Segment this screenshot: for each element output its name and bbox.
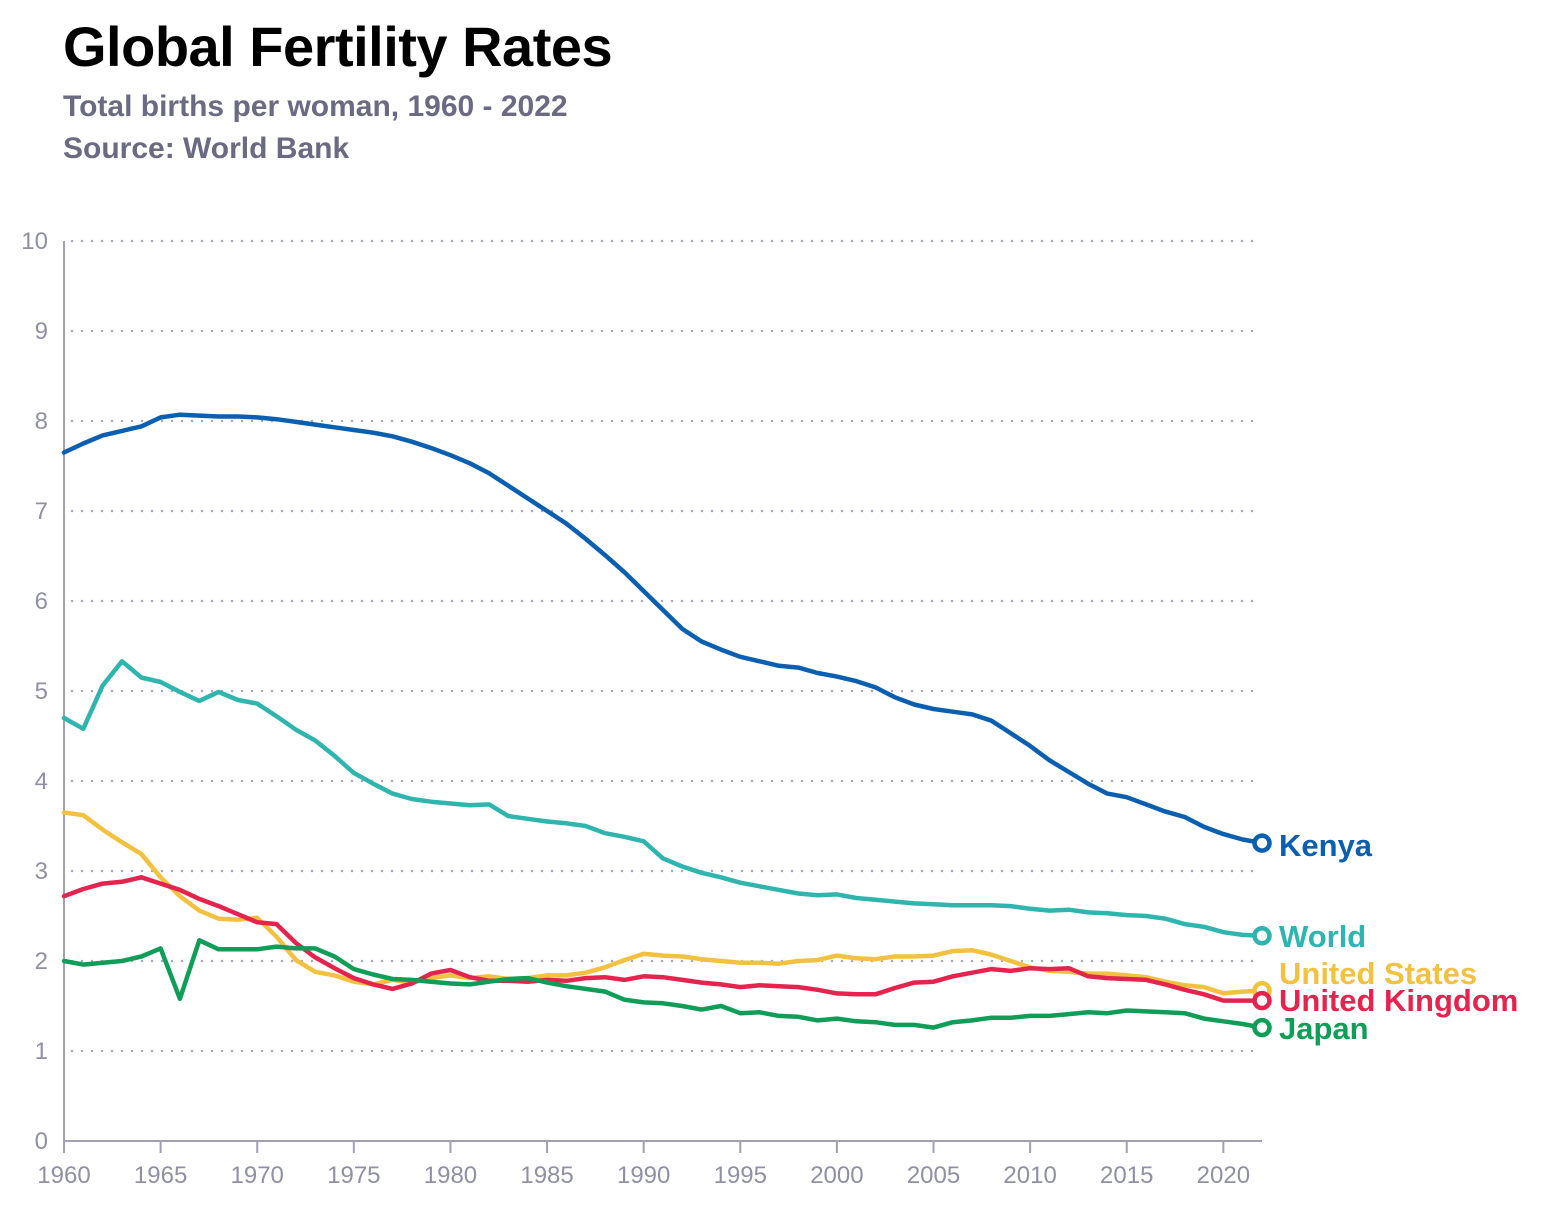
y-tick-label-7: 7 [35,498,48,525]
y-tick-label-2: 2 [35,948,48,975]
x-tick-label-2005: 2005 [907,1162,960,1189]
y-tick-label-1: 1 [35,1038,48,1065]
chart-source: Source: World Bank [63,132,350,165]
series-label-kenya: Kenya [1279,828,1373,863]
y-tick-label-9: 9 [35,318,48,345]
series-line-kenya [61,412,1265,846]
series-line-japan [61,938,1265,1030]
x-tick-label-1980: 1980 [424,1162,477,1189]
chart-subtitle: Total births per woman, 1960 - 2022 [63,90,568,123]
series-label-japan: Japan [1279,1011,1369,1046]
x-tick-label-2010: 2010 [1003,1162,1056,1189]
y-tick-label-8: 8 [35,408,48,435]
series-line-united-states [61,810,1265,996]
x-tick-label-2015: 2015 [1100,1162,1153,1189]
series-label-united-states: United States [1279,956,1477,991]
y-tick-label-3: 3 [35,858,48,885]
series-end-marker-united-kingdom [1252,990,1272,1011]
y-tick-label-4: 4 [35,768,48,795]
y-tick-label-0: 0 [35,1128,48,1155]
series-end-marker-world [1252,926,1272,946]
y-tick-label-5: 5 [35,678,48,705]
series-line-united-kingdom [61,875,1265,1003]
y-tick-label-6: 6 [35,588,48,615]
x-tick-label-2020: 2020 [1197,1162,1250,1189]
x-tick-label-1995: 1995 [714,1162,767,1189]
x-tick-label-2000: 2000 [810,1162,863,1189]
series-line-world [61,659,1265,939]
y-tick-label-10: 10 [21,228,48,255]
x-tick-label-1970: 1970 [231,1162,284,1189]
series-end-marker-kenya [1252,833,1272,853]
x-tick-label-1960: 1960 [37,1162,90,1189]
chart-title: Global Fertility Rates [63,15,613,78]
series-end-marker-japan [1252,1017,1272,1038]
x-tick-label-1975: 1975 [327,1162,380,1189]
x-tick-label-1985: 1985 [520,1162,573,1189]
x-tick-label-1965: 1965 [134,1162,187,1189]
series-label-united-kingdom: United Kingdom [1279,983,1518,1018]
series-label-world: World [1279,919,1366,954]
x-tick-label-1990: 1990 [617,1162,670,1189]
